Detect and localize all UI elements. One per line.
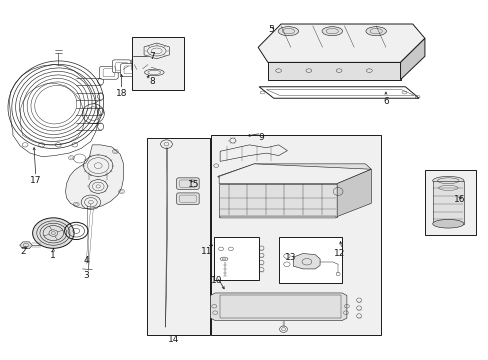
Polygon shape <box>219 164 370 184</box>
Text: 7: 7 <box>149 52 154 61</box>
Bar <box>147 138 210 335</box>
Polygon shape <box>220 216 335 218</box>
FancyBboxPatch shape <box>176 178 199 189</box>
Text: 14: 14 <box>168 335 179 344</box>
Bar <box>214 237 259 280</box>
Polygon shape <box>400 39 424 80</box>
Text: 17: 17 <box>30 176 41 185</box>
Text: 1: 1 <box>50 251 56 260</box>
Text: 18: 18 <box>116 89 127 98</box>
FancyBboxPatch shape <box>100 66 118 79</box>
Bar <box>424 170 475 234</box>
Polygon shape <box>20 242 32 249</box>
Polygon shape <box>65 145 123 209</box>
Ellipse shape <box>432 176 463 185</box>
FancyBboxPatch shape <box>140 63 158 76</box>
Polygon shape <box>336 169 370 217</box>
Text: 8: 8 <box>149 77 154 86</box>
Bar <box>132 37 183 90</box>
FancyBboxPatch shape <box>112 60 131 73</box>
Bar <box>211 135 380 335</box>
Text: 10: 10 <box>211 276 223 285</box>
Text: 6: 6 <box>382 96 388 105</box>
FancyBboxPatch shape <box>121 63 139 76</box>
Text: 2: 2 <box>21 247 26 256</box>
Text: 3: 3 <box>83 270 89 279</box>
Text: 12: 12 <box>333 249 345 258</box>
Polygon shape <box>267 62 400 80</box>
Polygon shape <box>210 293 346 320</box>
Ellipse shape <box>365 27 386 36</box>
Bar <box>432 181 463 224</box>
Text: 4: 4 <box>83 256 89 265</box>
Ellipse shape <box>432 220 463 228</box>
Text: 15: 15 <box>187 180 199 189</box>
FancyBboxPatch shape <box>148 61 166 74</box>
Text: 9: 9 <box>258 133 264 142</box>
Ellipse shape <box>322 27 342 36</box>
Polygon shape <box>217 164 370 182</box>
Text: 5: 5 <box>268 25 274 34</box>
Text: 13: 13 <box>285 253 296 262</box>
Polygon shape <box>219 184 336 217</box>
Polygon shape <box>258 24 424 62</box>
Text: 11: 11 <box>200 247 212 256</box>
Text: 16: 16 <box>453 195 465 204</box>
Ellipse shape <box>33 218 74 248</box>
FancyBboxPatch shape <box>132 58 150 71</box>
Bar <box>278 237 341 283</box>
Polygon shape <box>293 253 320 269</box>
Ellipse shape <box>278 27 298 36</box>
FancyBboxPatch shape <box>176 193 199 204</box>
